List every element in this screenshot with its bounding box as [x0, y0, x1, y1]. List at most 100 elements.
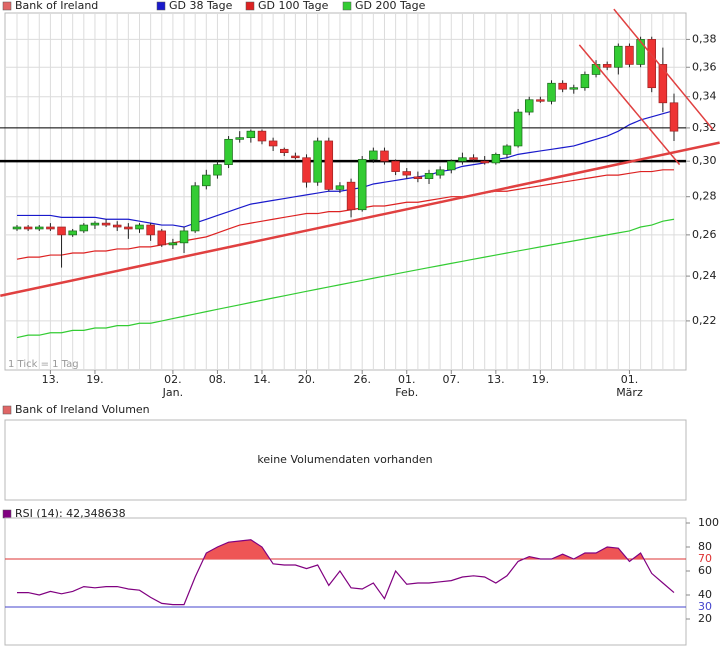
note: 1 Tick = 1 Tag — [8, 359, 79, 370]
candle-body — [658, 64, 668, 104]
candle-body — [346, 181, 356, 211]
candle-body — [558, 82, 567, 90]
x-tick-label: 14. — [253, 373, 271, 386]
candle-body — [647, 39, 656, 89]
candle-body — [669, 102, 679, 132]
candle-body — [614, 45, 623, 68]
x-tick-label: 13. — [487, 373, 505, 386]
x-tick-label: 19. — [532, 373, 550, 386]
legend-swatch — [342, 1, 352, 11]
candle-body — [68, 230, 77, 236]
candle-body — [302, 157, 311, 183]
candle-body — [625, 45, 634, 65]
candle-body — [168, 242, 178, 246]
x-tick-label: 08. — [209, 373, 227, 386]
candle-body — [101, 222, 111, 226]
candle-body — [536, 99, 545, 102]
candle-body — [569, 87, 579, 90]
candle-body — [268, 140, 278, 147]
candle-body — [602, 64, 612, 68]
legend-swatch — [245, 1, 255, 11]
y-tick-label: 0,26 — [692, 228, 717, 241]
y-tick-label: 100 — [698, 516, 719, 529]
x-tick-label: 01. — [398, 373, 416, 386]
candle-body — [391, 160, 400, 172]
legend-label: Bank of Ireland — [15, 0, 98, 12]
candle-body — [23, 226, 33, 230]
candle-body — [424, 172, 434, 179]
candle-body — [224, 138, 233, 165]
y-tick-label: 0,22 — [692, 314, 717, 327]
overbought-area — [17, 539, 674, 559]
legend-label: GD 100 Tage — [258, 0, 329, 12]
legend-swatch — [2, 405, 12, 415]
candle-body — [257, 130, 267, 142]
y-tick-label: 0,38 — [692, 32, 717, 45]
legend-label: RSI (14): 42,348638 — [15, 507, 126, 520]
candle-body — [146, 224, 155, 236]
candle-body — [46, 226, 55, 230]
candle-body — [313, 140, 322, 183]
reference-label: 30 — [698, 600, 712, 613]
y-tick-label: 60 — [698, 564, 712, 577]
candle-body — [447, 160, 456, 171]
candle-body — [57, 226, 66, 236]
candle-body — [324, 140, 334, 190]
candle-body — [402, 171, 411, 176]
candle-body — [179, 230, 189, 244]
y-tick-label: 0,32 — [692, 121, 717, 134]
x-tick-label: 19. — [86, 373, 104, 386]
candle-body — [90, 222, 100, 226]
x-tick-label: 02. — [164, 373, 182, 386]
legend-swatch — [2, 509, 12, 519]
x-month-label: Jan. — [162, 386, 183, 399]
candle-body — [413, 176, 423, 179]
candle-body — [480, 160, 489, 164]
candle-body — [79, 224, 89, 232]
rsi-line — [17, 539, 675, 606]
legend-label: Bank of Ireland Volumen — [15, 403, 150, 416]
y-tick-label: 20 — [698, 612, 712, 625]
y-tick-label: 0,28 — [692, 190, 717, 203]
candle-body — [157, 230, 167, 246]
y-tick-label: 0,34 — [692, 90, 717, 103]
candle-body — [502, 145, 512, 155]
candle-body — [369, 150, 378, 160]
rsi-panel — [4, 517, 687, 646]
candle-body — [547, 82, 556, 102]
candle-body — [112, 224, 122, 228]
x-tick-label: 20. — [298, 373, 316, 386]
y-tick-label: 80 — [698, 540, 712, 553]
legend-swatch — [156, 1, 166, 11]
volume-panel — [4, 419, 687, 501]
candle-body — [291, 155, 300, 159]
candle-body — [246, 130, 256, 139]
y-tick-label: 0,36 — [692, 60, 717, 73]
candle-body — [12, 226, 22, 230]
moving-average-line — [17, 109, 675, 228]
candle-body — [235, 137, 244, 140]
candle-body — [335, 185, 345, 190]
x-tick-label: 07. — [443, 373, 461, 386]
moving-average-line — [16, 169, 674, 260]
candle-body — [513, 111, 523, 147]
candle-body — [458, 157, 467, 162]
candle-body — [213, 164, 222, 176]
x-tick-label: 01. — [621, 373, 639, 386]
x-month-label: Feb. — [395, 386, 418, 399]
candle-body — [135, 224, 144, 230]
trend-line — [0, 141, 720, 298]
moving-average-line — [16, 218, 675, 339]
candle-body — [35, 226, 44, 230]
price-panel — [4, 12, 687, 371]
y-tick-label: 0,30 — [692, 154, 717, 167]
candle-body — [524, 99, 534, 113]
candle-body — [491, 153, 501, 164]
candle-body — [280, 148, 289, 154]
candle-body — [124, 226, 133, 230]
legend-label: GD 200 Tage — [355, 0, 426, 12]
candle-body — [580, 74, 590, 89]
candle-body — [469, 157, 478, 160]
candle-body — [202, 174, 211, 187]
